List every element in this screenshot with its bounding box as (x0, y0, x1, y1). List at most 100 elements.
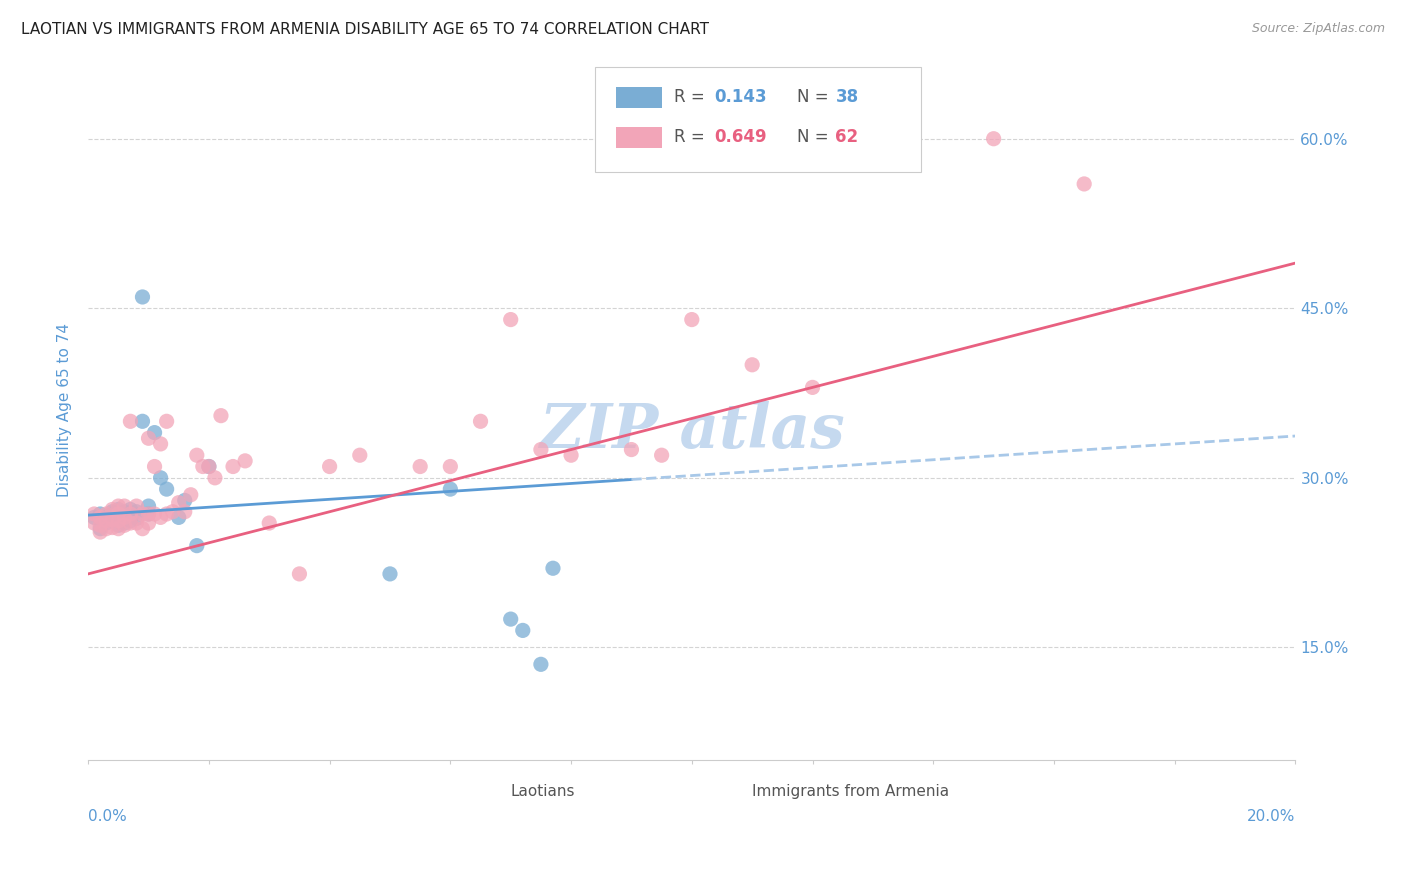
Y-axis label: Disability Age 65 to 74: Disability Age 65 to 74 (58, 323, 72, 497)
Point (120, 514, 142, 528)
FancyBboxPatch shape (616, 87, 662, 108)
Point (186, 539, 208, 553)
Point (120, 414, 142, 428)
Point (530, 442, 553, 457)
Point (512, 624, 534, 638)
Point (131, 414, 153, 428)
Point (101, 507, 124, 521)
Point (131, 522, 153, 536)
Point (143, 425, 166, 440)
Point (651, 448, 673, 462)
Point (173, 505, 195, 519)
Point (138, 431, 160, 445)
Text: 0.649: 0.649 (714, 128, 768, 146)
Text: 20.0%: 20.0% (1247, 809, 1295, 824)
Point (409, 459, 432, 474)
Point (222, 459, 245, 474)
Point (560, 448, 582, 462)
FancyBboxPatch shape (616, 127, 662, 148)
Point (138, 499, 160, 513)
Point (125, 516, 148, 530)
Point (120, 502, 142, 516)
Point (125, 511, 148, 525)
Text: Source: ZipAtlas.com: Source: ZipAtlas.com (1251, 22, 1385, 36)
Point (378, 566, 401, 581)
Point (167, 510, 190, 524)
Point (112, 518, 135, 533)
Point (107, 507, 129, 521)
Point (96, 507, 118, 521)
Point (741, 358, 763, 372)
Point (156, 414, 179, 428)
Point (89, 524, 111, 539)
Point (167, 496, 190, 510)
Point (681, 312, 703, 326)
Point (107, 514, 129, 528)
Point (107, 522, 129, 536)
Point (162, 505, 184, 519)
Point (112, 510, 135, 524)
Point (257, 516, 280, 530)
Point (156, 482, 179, 496)
Point (233, 454, 256, 468)
Point (101, 502, 124, 516)
Point (149, 510, 172, 524)
Point (541, 561, 564, 575)
Text: N =: N = (797, 88, 834, 106)
Text: 0.0%: 0.0% (89, 809, 127, 824)
Text: R =: R = (673, 88, 710, 106)
Text: 0.143: 0.143 (714, 88, 768, 106)
Point (107, 499, 129, 513)
Point (318, 459, 340, 474)
Point (439, 482, 461, 496)
Point (101, 511, 124, 525)
Point (801, 380, 824, 394)
Point (131, 290, 153, 304)
Point (101, 505, 124, 519)
Point (112, 499, 135, 513)
Point (89, 518, 111, 533)
FancyBboxPatch shape (595, 67, 921, 172)
Point (107, 502, 129, 516)
Point (96, 514, 118, 528)
Point (120, 507, 142, 521)
Point (83, 510, 105, 524)
Point (180, 488, 202, 502)
Point (101, 520, 124, 534)
Text: 38: 38 (835, 88, 859, 106)
Point (499, 312, 522, 326)
Point (83, 516, 105, 530)
Point (138, 507, 160, 521)
Point (204, 471, 226, 485)
Point (83, 507, 105, 521)
Point (96, 514, 118, 528)
Point (125, 505, 148, 519)
Text: Laotians: Laotians (510, 784, 575, 799)
Text: Immigrants from Armenia: Immigrants from Armenia (752, 784, 949, 799)
Point (125, 499, 148, 513)
Point (101, 513, 124, 527)
Point (120, 507, 142, 521)
Point (107, 518, 129, 533)
Point (349, 448, 371, 462)
Point (138, 507, 160, 521)
Point (288, 566, 311, 581)
Text: 62: 62 (835, 128, 859, 146)
Text: ZIP atlas: ZIP atlas (538, 401, 845, 461)
Point (191, 459, 214, 474)
Text: LAOTIAN VS IMMIGRANTS FROM ARMENIA DISABILITY AGE 65 TO 74 CORRELATION CHART: LAOTIAN VS IMMIGRANTS FROM ARMENIA DISAB… (21, 22, 709, 37)
Point (89, 510, 111, 524)
Point (107, 507, 129, 521)
Point (1073, 177, 1095, 191)
Text: R =: R = (673, 128, 710, 146)
Point (620, 442, 643, 457)
Point (96, 522, 118, 536)
FancyBboxPatch shape (710, 785, 744, 799)
Point (198, 459, 221, 474)
Point (156, 507, 179, 521)
Point (138, 516, 160, 530)
Point (470, 414, 492, 428)
Point (89, 507, 111, 521)
Point (112, 511, 135, 525)
Point (112, 505, 135, 519)
